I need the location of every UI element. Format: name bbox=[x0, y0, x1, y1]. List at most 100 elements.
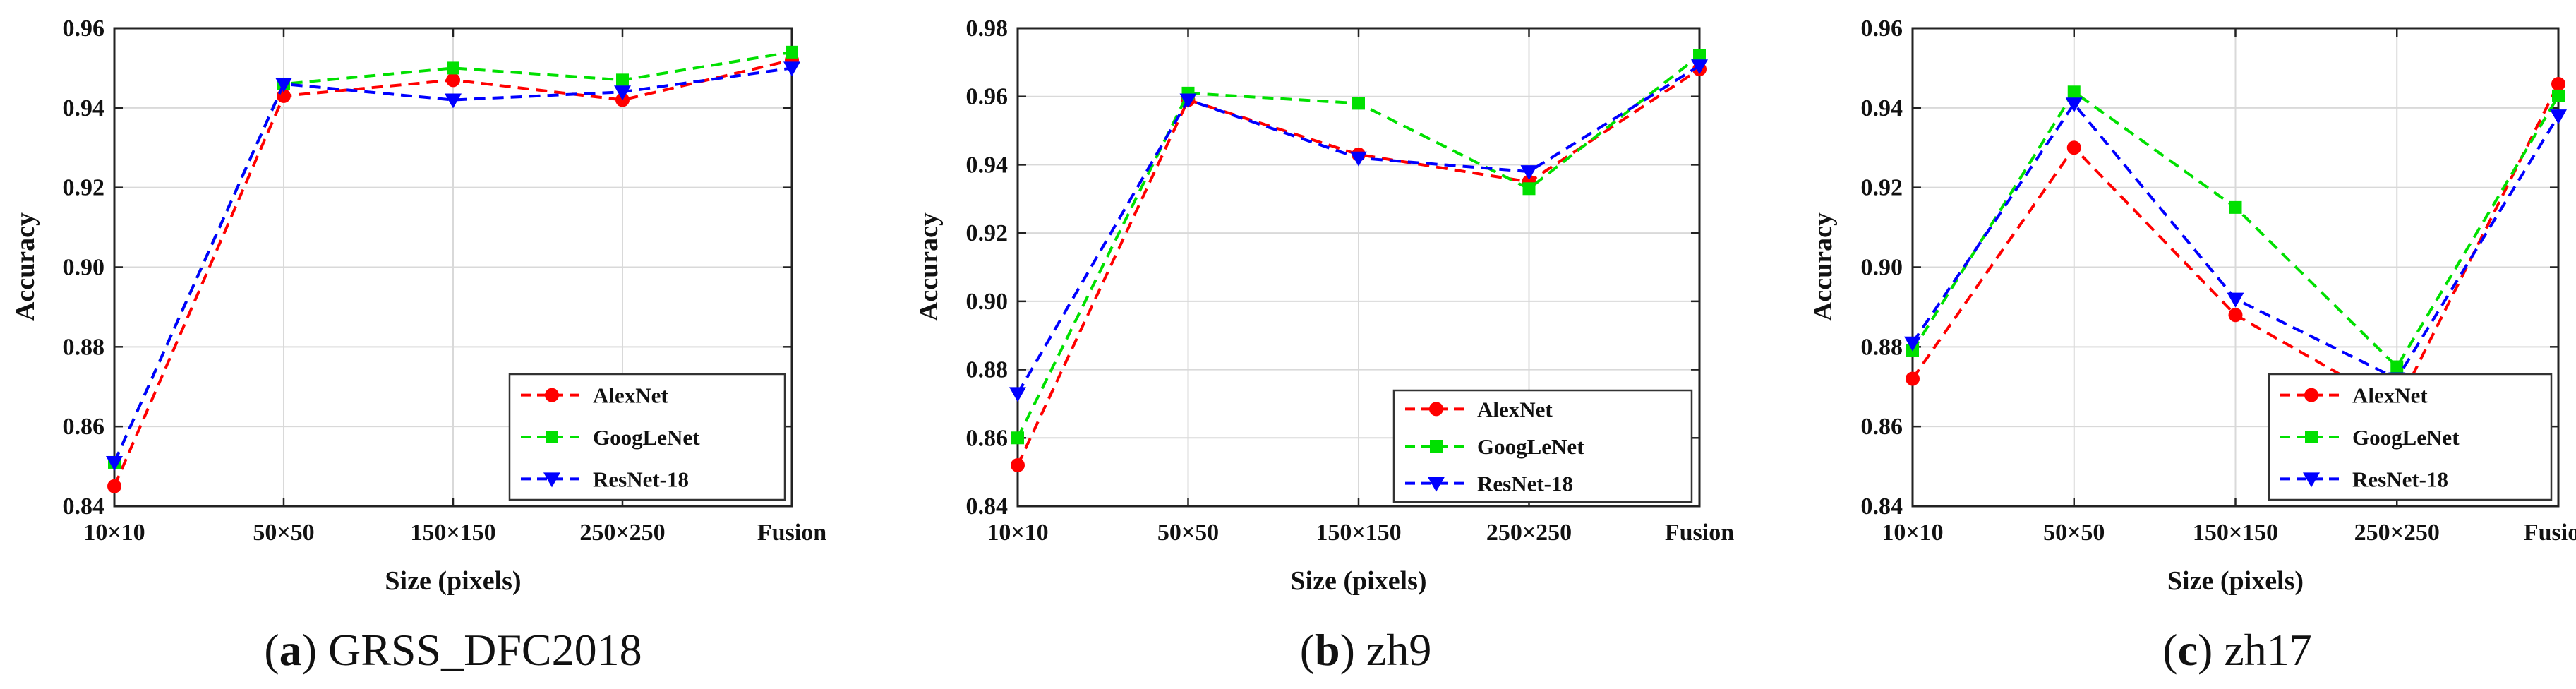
caption-paren: ( bbox=[1300, 625, 1315, 675]
y-tick-label: 0.84 bbox=[63, 493, 105, 520]
legend-swatch-marker bbox=[2303, 472, 2320, 488]
caption-text: zh9 bbox=[1355, 625, 1431, 675]
data-point bbox=[616, 73, 629, 87]
caption-paren: ) bbox=[2198, 625, 2213, 675]
data-point bbox=[2390, 360, 2404, 373]
y-tick-label: 0.84 bbox=[966, 493, 1009, 520]
y-tick-label: 0.84 bbox=[1861, 493, 1903, 520]
series-resnet-18 bbox=[106, 61, 800, 471]
x-tick-label: Fusion bbox=[1665, 520, 1734, 546]
series-resnet-18 bbox=[1009, 59, 1708, 402]
legend-swatch-marker bbox=[2305, 431, 2318, 443]
y-tick-label: 0.94 bbox=[1861, 95, 1903, 121]
caption-letter: c bbox=[2178, 625, 2198, 675]
chart-panel-0: 0.84 0.86 0.88 0.90 0.92 0.94 0.96 10×10 50×50 15… bbox=[11, 16, 826, 675]
data-point bbox=[2229, 200, 2242, 214]
x-tick-label: 10×10 bbox=[987, 520, 1048, 546]
x-tick-label: Fusion bbox=[2524, 520, 2576, 546]
y-tick-label: 0.86 bbox=[1861, 414, 1903, 440]
x-axis-label: Size (pixels) bbox=[1290, 566, 1426, 596]
x-axis-label: Size (pixels) bbox=[385, 566, 521, 596]
x-tick-label: 250×250 bbox=[2354, 520, 2440, 546]
y-tick-label: 0.88 bbox=[966, 357, 1009, 383]
caption-letter: a bbox=[279, 625, 302, 675]
data-point bbox=[1522, 182, 1536, 196]
legend-label: GoogLeNet bbox=[1477, 434, 1584, 459]
y-axis-label: Accuracy bbox=[11, 212, 40, 321]
x-tick-label: 150×150 bbox=[410, 520, 495, 546]
x-tick-label: 150×150 bbox=[2193, 520, 2278, 546]
y-tick-label: 0.96 bbox=[1861, 16, 1903, 42]
figure-caption: (b) zh9 bbox=[1300, 625, 1432, 675]
x-tick-label: 50×50 bbox=[2043, 520, 2105, 546]
data-point bbox=[783, 61, 800, 77]
legend-label: AlexNet bbox=[1477, 397, 1553, 421]
caption-text: GRSS_DFC2018 bbox=[317, 625, 642, 675]
x-tick-label: 50×50 bbox=[253, 520, 314, 546]
y-axis-label: Accuracy bbox=[1808, 212, 1838, 321]
data-point bbox=[107, 479, 121, 493]
data-point bbox=[1352, 97, 1365, 110]
y-tick-label: 0.90 bbox=[1861, 255, 1903, 281]
x-tick-label: 150×150 bbox=[1316, 520, 1401, 546]
legend-swatch-marker bbox=[546, 431, 558, 443]
y-tick-label: 0.90 bbox=[63, 255, 105, 281]
y-tick-label: 0.92 bbox=[63, 175, 105, 201]
y-tick-label: 0.92 bbox=[966, 220, 1009, 246]
caption-paren: ) bbox=[1340, 625, 1355, 675]
data-point bbox=[106, 455, 123, 471]
data-point bbox=[2067, 85, 2081, 99]
series-googlenet bbox=[1906, 85, 2565, 373]
legend-label: ResNet-18 bbox=[1477, 472, 1573, 496]
legend-swatch-marker bbox=[1429, 402, 1443, 417]
caption-letter: b bbox=[1315, 625, 1340, 675]
data-point bbox=[1904, 336, 1921, 352]
data-point bbox=[2550, 109, 2567, 125]
data-point bbox=[1693, 49, 1706, 62]
x-tick-label: Fusion bbox=[757, 520, 826, 546]
data-point bbox=[2551, 76, 2565, 91]
legend-label: ResNet-18 bbox=[2352, 467, 2448, 491]
data-point bbox=[1906, 371, 1920, 386]
data-point bbox=[2065, 97, 2083, 113]
data-point bbox=[614, 85, 631, 101]
data-point bbox=[2227, 292, 2244, 308]
legend-swatch-marker bbox=[2304, 388, 2318, 402]
legend: AlexNet GoogLeNet ResNet-18 bbox=[2268, 373, 2553, 501]
y-tick-label: 0.86 bbox=[63, 414, 105, 440]
data-point bbox=[2552, 89, 2565, 102]
y-tick-label: 0.90 bbox=[966, 289, 1009, 315]
data-point bbox=[1011, 457, 1025, 472]
legend-label: ResNet-18 bbox=[593, 467, 689, 491]
caption-text: zh17 bbox=[2213, 625, 2311, 675]
x-tick-label: 10×10 bbox=[83, 520, 145, 546]
data-point bbox=[275, 77, 292, 92]
y-tick-label: 0.94 bbox=[966, 152, 1009, 178]
data-point bbox=[1691, 59, 1708, 75]
series-line bbox=[113, 66, 793, 463]
x-tick-label: 250×250 bbox=[1486, 520, 1572, 546]
data-point bbox=[446, 73, 460, 88]
legend-swatch-marker bbox=[1430, 440, 1443, 453]
chart-panel-2: 0.84 0.86 0.88 0.90 0.92 0.94 0.96 10×10 50×50 15… bbox=[1808, 16, 2576, 675]
y-tick-label: 0.96 bbox=[63, 16, 105, 42]
data-point bbox=[447, 61, 459, 75]
y-tick-label: 0.86 bbox=[966, 425, 1009, 451]
x-axis-label: Size (pixels) bbox=[2167, 566, 2304, 596]
y-tick-label: 0.98 bbox=[966, 16, 1009, 42]
legend: AlexNet GoogLeNet ResNet-18 bbox=[508, 373, 786, 501]
figure-caption: (a) GRSS_DFC2018 bbox=[264, 625, 642, 675]
y-tick-label: 0.88 bbox=[63, 334, 105, 360]
data-point bbox=[445, 93, 462, 109]
legend-swatch-marker bbox=[545, 388, 559, 402]
x-tick-label: 250×250 bbox=[579, 520, 665, 546]
y-tick-label: 0.94 bbox=[63, 95, 105, 121]
legend-label: AlexNet bbox=[2352, 383, 2428, 408]
data-point bbox=[1520, 165, 1538, 181]
data-point bbox=[1179, 93, 1197, 109]
legend-label: GoogLeNet bbox=[593, 425, 700, 450]
data-point bbox=[1350, 151, 1367, 167]
data-point bbox=[1011, 431, 1024, 445]
y-tick-label: 0.96 bbox=[966, 84, 1009, 110]
